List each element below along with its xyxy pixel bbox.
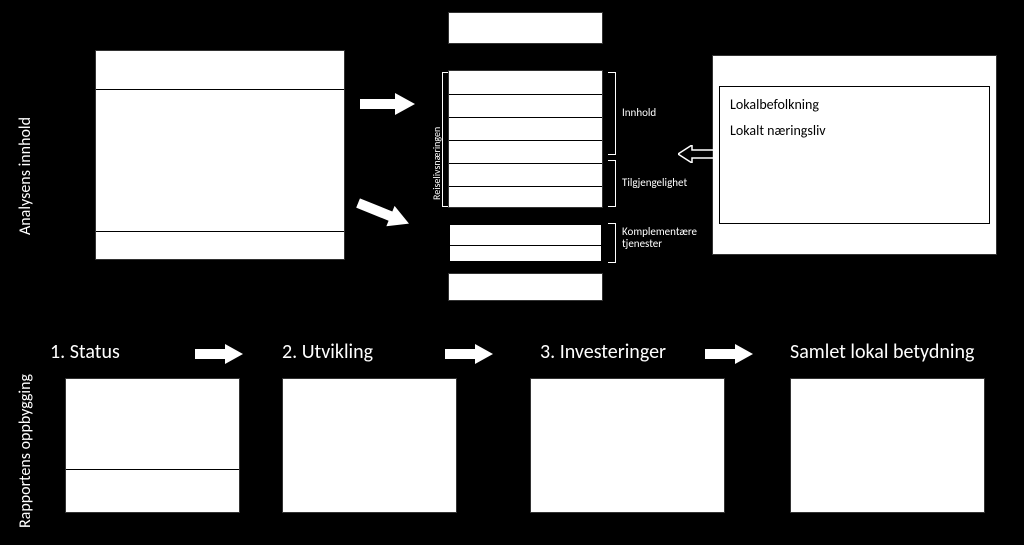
step-label-2: 2. Utvikling bbox=[282, 340, 373, 364]
bracket-tilgjengelighet bbox=[608, 160, 616, 207]
middle-group-main bbox=[448, 70, 603, 208]
bracket-label-innhold: Innhold bbox=[622, 106, 656, 119]
arrow-left-to-middle-1 bbox=[360, 93, 415, 115]
step-box-4 bbox=[790, 378, 985, 513]
bracket-label-komplementaere: Komplementære tjenester bbox=[622, 226, 712, 250]
arrow-left-to-middle-2 bbox=[354, 193, 413, 234]
middle-group-secondary bbox=[448, 223, 603, 263]
step-label-4: Samlet lokal betydning bbox=[790, 340, 974, 364]
section-label-top: Analysens innhold bbox=[16, 85, 35, 235]
right-text-2: Lokalt næringsliv bbox=[730, 122, 826, 139]
section-label-bottom: Rapportens oppbygging bbox=[16, 348, 35, 528]
middle-bottom-box bbox=[448, 273, 603, 301]
step-arrow-3 bbox=[705, 344, 753, 364]
step-box-3 bbox=[530, 378, 725, 513]
top-right-panel bbox=[712, 55, 997, 255]
step-box-1 bbox=[65, 378, 240, 513]
top-left-panel bbox=[95, 50, 345, 260]
bracket-left-reiseliv bbox=[442, 72, 448, 207]
middle-top-box bbox=[448, 12, 603, 44]
step-box-2 bbox=[282, 378, 457, 513]
arrow-right-to-middle-hollow bbox=[678, 145, 714, 168]
bracket-komplementaere bbox=[608, 223, 616, 263]
step-arrow-2 bbox=[445, 344, 493, 364]
right-text-1: Lokalbefolkning bbox=[730, 96, 819, 113]
bracket-label-tilgjengelighet: Tilgjengelighet bbox=[622, 176, 687, 189]
step-label-1: 1. Status bbox=[50, 340, 120, 364]
step-arrow-1 bbox=[195, 344, 243, 364]
step-label-3: 3. Investeringer bbox=[540, 340, 666, 364]
bracket-innhold bbox=[608, 72, 616, 155]
